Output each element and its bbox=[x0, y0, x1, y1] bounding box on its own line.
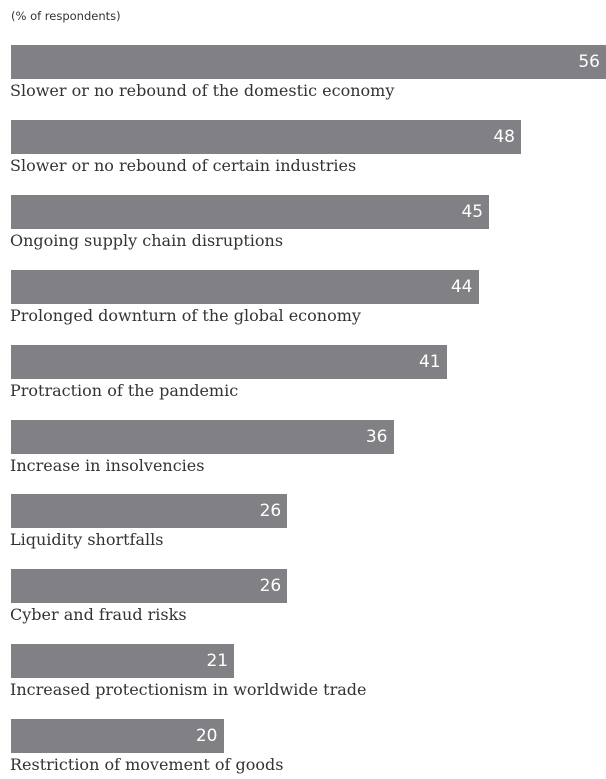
bar: 44 bbox=[11, 269, 479, 304]
bar-row: 21 Increased protectionism in worldwide t… bbox=[0, 644, 606, 704]
category-label: Prolonged downturn of the global economy bbox=[10, 305, 361, 325]
category-label: Protraction of the pandemic bbox=[10, 380, 239, 400]
category-label: Ongoing supply chain disruptions bbox=[10, 230, 284, 250]
bar-row: 45 Ongoing supply chain disruptions bbox=[0, 194, 606, 255]
bar-row: 26 Cyber and fraud risks bbox=[0, 569, 606, 629]
bar: 21 bbox=[11, 644, 235, 679]
bar-row: 26 Liquidity shortfalls bbox=[0, 494, 606, 554]
bar: 45 bbox=[11, 194, 490, 229]
bar-value-label: 36 bbox=[365, 426, 388, 447]
category-label: Cyber and fraud risks bbox=[10, 605, 187, 625]
bar-row: 36 Increase in insolvencies bbox=[0, 419, 606, 480]
bar-value-label: 26 bbox=[259, 576, 282, 597]
bar: 48 bbox=[11, 119, 521, 154]
category-label: Slower or no rebound of certain industri… bbox=[10, 155, 357, 175]
bar-value-label: 44 bbox=[450, 276, 473, 297]
bar-row: 56 Slower or no rebound of the domestic e… bbox=[0, 45, 606, 105]
bar: 26 bbox=[11, 569, 288, 604]
category-label: Restriction of movement of goods bbox=[10, 755, 284, 775]
bar: 20 bbox=[11, 719, 224, 754]
bar: 56 bbox=[11, 45, 606, 79]
bar: 36 bbox=[11, 419, 394, 454]
category-label: Liquidity shortfalls bbox=[10, 530, 164, 550]
bar-value-label: 20 bbox=[195, 726, 218, 747]
bar-row: 48 Slower or no rebound of certain indust… bbox=[0, 119, 606, 180]
chart-subtitle: (% of respondents) bbox=[11, 9, 121, 23]
bar-row: 20 Restriction of movement of goods bbox=[0, 719, 606, 779]
bar: 41 bbox=[11, 344, 447, 379]
category-label: Increase in insolvencies bbox=[10, 455, 205, 475]
category-label: Increased protectionism in worldwide tra… bbox=[10, 680, 367, 700]
bar-value-label: 56 bbox=[578, 52, 600, 72]
bar-value-label: 48 bbox=[493, 126, 515, 147]
category-label: Slower or no rebound of the domestic eco… bbox=[10, 81, 395, 100]
bar-value-label: 45 bbox=[461, 201, 484, 222]
bar-row: 44 Prolonged downturn of the global econo… bbox=[0, 269, 606, 330]
bar-value-label: 21 bbox=[206, 651, 229, 672]
bar: 26 bbox=[11, 494, 288, 529]
bar-value-label: 41 bbox=[418, 351, 441, 372]
bar-row: 41 Protraction of the pandemic bbox=[0, 344, 606, 405]
bar-value-label: 26 bbox=[259, 501, 282, 522]
